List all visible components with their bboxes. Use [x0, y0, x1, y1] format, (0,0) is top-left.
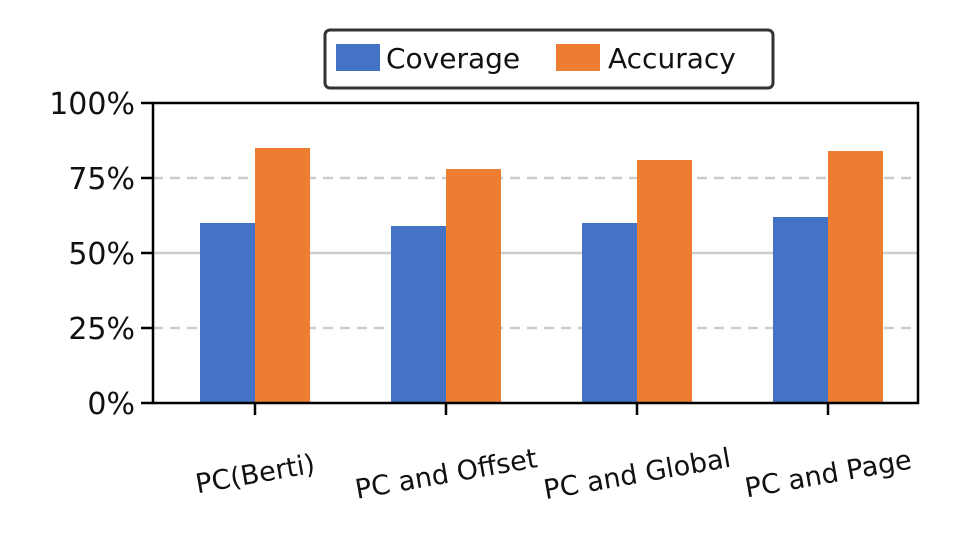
y-tick-label: 0%	[87, 387, 135, 422]
y-tick-label: 75%	[68, 162, 135, 197]
legend-swatch-coverage	[336, 44, 380, 71]
bar-coverage-2	[582, 223, 637, 403]
x-axis: PC(Berti) PC and Offset PC and Global PC an…	[193, 403, 914, 506]
bar-coverage-3	[773, 217, 828, 403]
bar-accuracy-0	[255, 148, 310, 403]
y-tick-label: 50%	[68, 237, 135, 272]
x-tick-label: PC and Page	[743, 445, 914, 505]
y-tick-label: 100%	[49, 87, 135, 122]
legend-frame	[323, 28, 775, 90]
bar-accuracy-1	[446, 169, 501, 403]
legend-swatch-accuracy	[556, 44, 600, 71]
bar-coverage-0	[200, 223, 255, 403]
y-axis: 0% 25% 50% 75% 100%	[49, 87, 153, 422]
y-tick-label: 25%	[68, 312, 135, 347]
bar-coverage-1	[391, 226, 446, 403]
bar-accuracy-3	[828, 151, 883, 403]
legend-label-accuracy: Accuracy	[608, 42, 736, 75]
legend: Coverage Accuracy	[323, 28, 775, 90]
x-tick-label: PC(Berti)	[193, 449, 317, 500]
bar-accuracy-2	[637, 160, 692, 403]
x-tick-label: PC and Offset	[353, 443, 540, 506]
x-tick-label: PC and Global	[541, 443, 733, 506]
legend-label-coverage: Coverage	[386, 42, 520, 75]
bars	[200, 148, 883, 403]
